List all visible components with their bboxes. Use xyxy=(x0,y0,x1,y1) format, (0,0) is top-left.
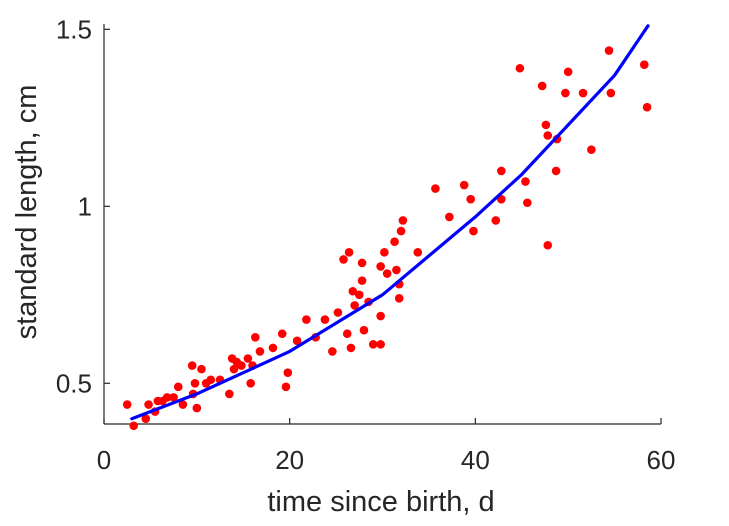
data-point xyxy=(350,301,359,310)
data-point xyxy=(333,308,343,317)
data-point xyxy=(348,286,358,296)
data-point xyxy=(390,237,399,246)
data-point xyxy=(237,361,246,370)
x-tick-label: 60 xyxy=(647,445,676,475)
data-point xyxy=(292,336,302,346)
data-point xyxy=(578,88,588,98)
x-tick-label: 20 xyxy=(275,445,304,475)
fit-line-series xyxy=(130,24,650,421)
data-point xyxy=(225,389,234,399)
data-point xyxy=(543,240,553,250)
data-point xyxy=(587,145,596,154)
data-point xyxy=(243,354,253,363)
data-point xyxy=(563,67,573,77)
data-point xyxy=(445,212,454,222)
data-point xyxy=(320,315,330,324)
data-point xyxy=(376,311,385,321)
data-point xyxy=(394,294,404,303)
y-axis-title: standard length, cm xyxy=(11,85,43,340)
x-tick-label: 40 xyxy=(461,445,490,475)
data-point xyxy=(342,329,352,339)
data-point xyxy=(551,166,561,176)
data-point xyxy=(144,400,153,409)
tick-labels: 0 20 40 60 0.5 1 1.5 xyxy=(56,14,676,475)
data-point xyxy=(398,216,408,225)
data-point xyxy=(431,184,440,193)
data-point xyxy=(173,382,183,392)
data-point xyxy=(357,258,367,268)
data-point xyxy=(515,63,525,73)
data-point xyxy=(178,400,188,409)
data-point xyxy=(206,375,216,385)
data-point xyxy=(302,315,311,324)
data-point xyxy=(521,177,530,186)
data-point xyxy=(283,368,293,377)
data-point xyxy=(376,262,385,271)
data-point xyxy=(497,166,506,176)
data-point xyxy=(541,120,551,130)
data-point xyxy=(122,400,132,409)
data-point xyxy=(344,248,354,257)
data-point xyxy=(639,60,649,70)
data-point xyxy=(523,198,532,208)
data-point xyxy=(380,248,389,257)
scatter-series xyxy=(122,46,652,431)
data-point xyxy=(561,88,570,98)
data-point xyxy=(396,226,406,236)
data-point xyxy=(413,248,423,257)
data-point xyxy=(357,276,367,285)
data-point xyxy=(543,131,553,140)
data-point xyxy=(246,378,255,388)
y-tick-label: 1.5 xyxy=(56,14,92,44)
data-point xyxy=(328,347,337,356)
data-point xyxy=(129,421,139,431)
data-point xyxy=(392,265,401,275)
data-point xyxy=(604,46,614,55)
fit-line xyxy=(130,24,650,421)
data-point xyxy=(339,255,348,264)
tick-marks xyxy=(103,28,662,424)
x-axis-title: time since birth, d xyxy=(267,486,494,518)
data-point xyxy=(229,364,239,374)
data-point xyxy=(169,393,178,402)
data-point xyxy=(491,216,501,225)
data-point xyxy=(354,290,364,300)
data-point xyxy=(469,226,478,236)
axes xyxy=(103,24,661,425)
data-point xyxy=(359,325,369,335)
y-tick-label: 1 xyxy=(78,191,92,221)
data-point xyxy=(382,269,392,278)
data-point xyxy=(277,329,287,339)
data-point xyxy=(368,340,378,349)
data-point xyxy=(255,347,265,356)
data-point xyxy=(197,364,206,374)
data-point xyxy=(376,340,385,349)
data-point xyxy=(268,343,278,353)
data-point xyxy=(642,102,652,112)
data-point xyxy=(466,194,475,204)
data-point xyxy=(459,180,469,190)
data-point xyxy=(141,414,151,423)
data-point xyxy=(187,361,197,370)
data-point xyxy=(537,81,547,91)
data-point xyxy=(281,382,291,392)
data-point xyxy=(251,332,260,342)
x-tick-label: 0 xyxy=(97,445,111,475)
y-tick-label: 0.5 xyxy=(56,368,92,398)
data-point xyxy=(190,378,200,388)
data-point xyxy=(346,343,356,353)
data-point xyxy=(606,88,616,98)
data-point xyxy=(192,403,202,413)
data-point xyxy=(162,393,172,402)
